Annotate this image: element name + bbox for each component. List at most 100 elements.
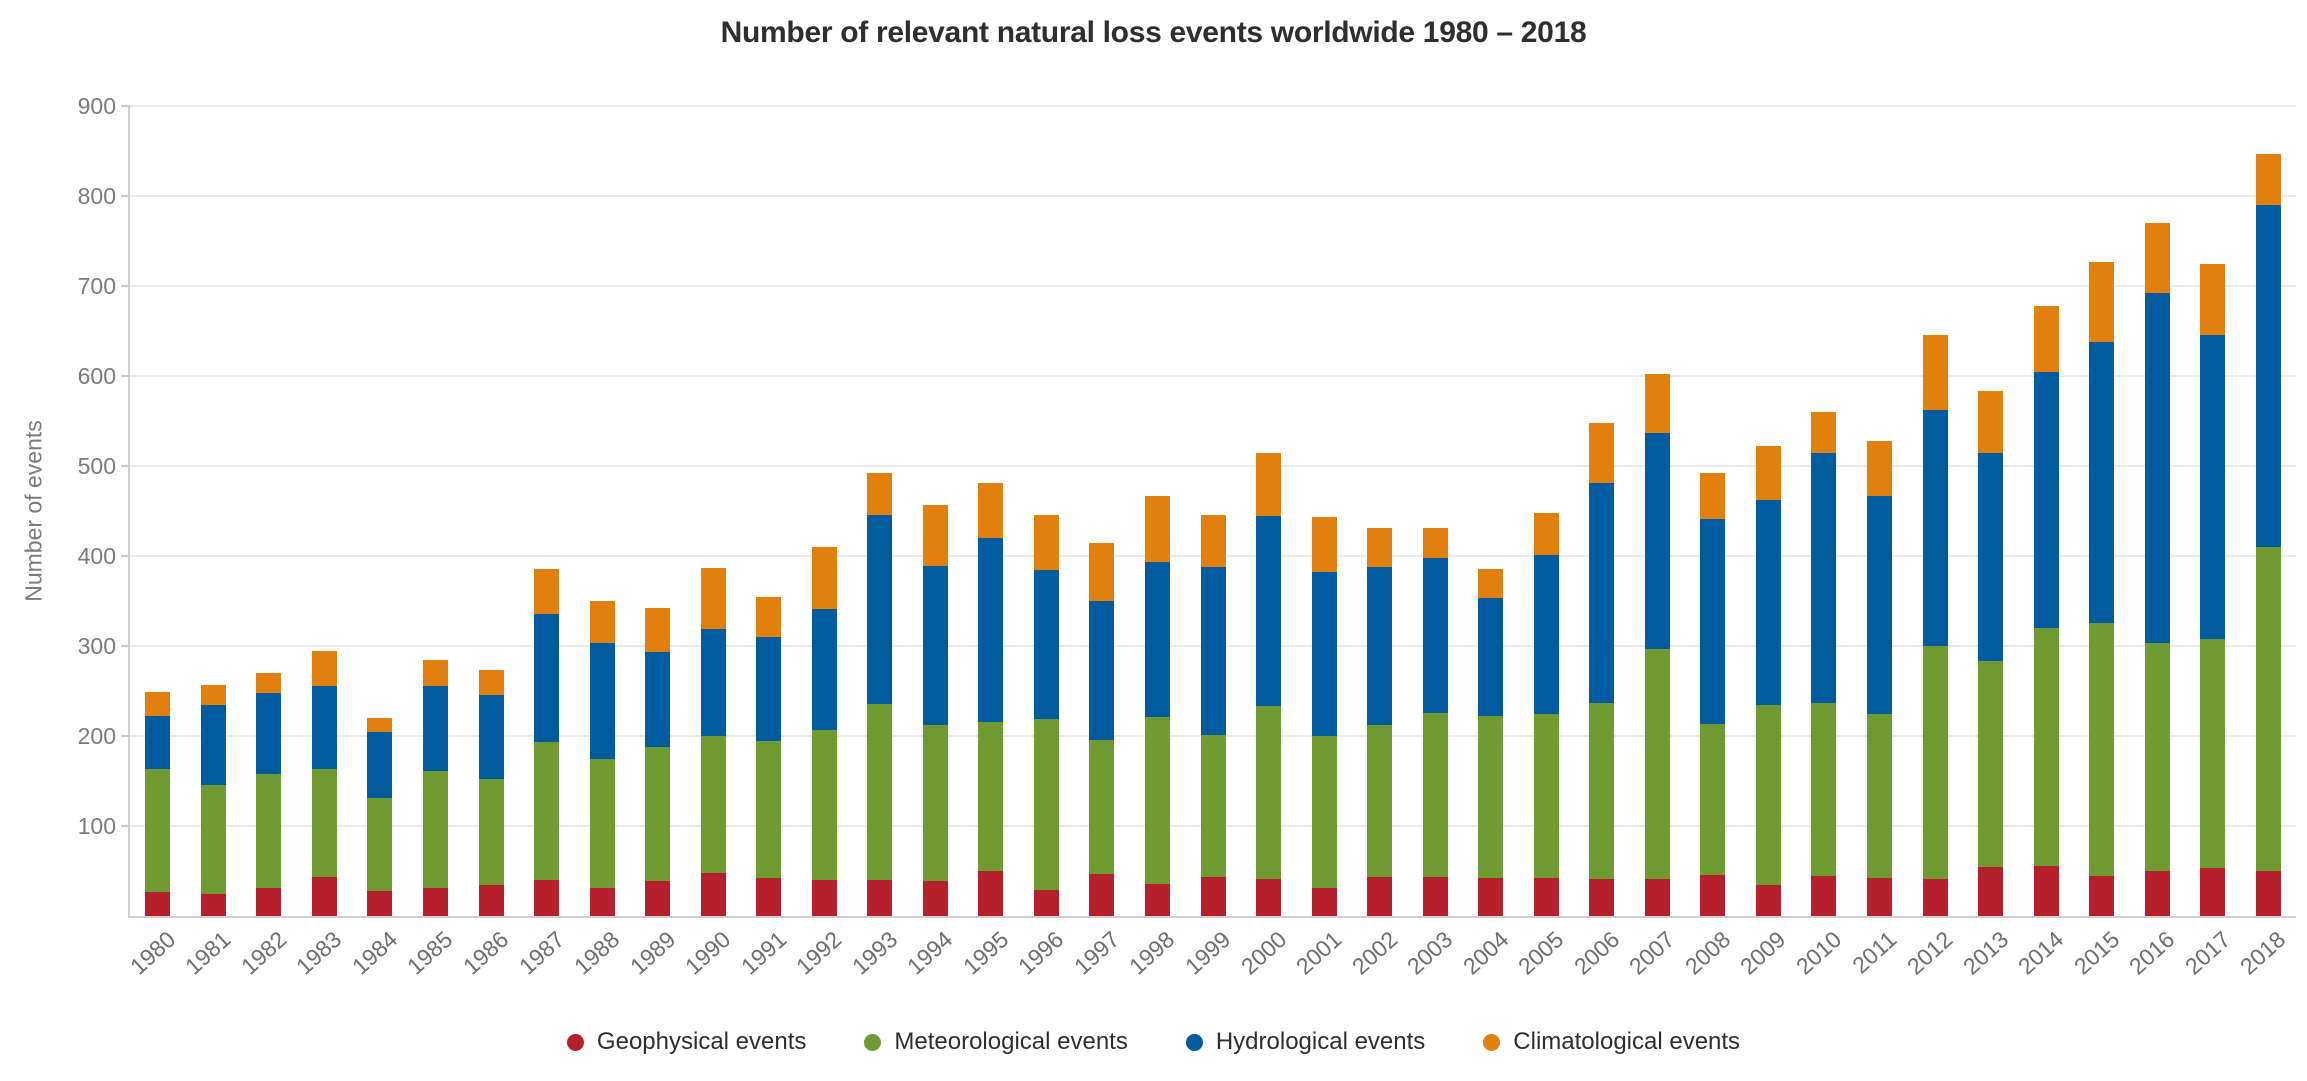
x-tick-label-1984: 1984 bbox=[346, 926, 403, 980]
segment-meteorological-1992 bbox=[811, 729, 837, 880]
y-tick-label-600: 600 bbox=[77, 363, 116, 389]
x-tick-label-1988: 1988 bbox=[569, 926, 625, 980]
segment-geophysical-1998 bbox=[1144, 883, 1170, 916]
segment-hydrological-1988 bbox=[589, 643, 615, 760]
x-tick-label-1993: 1993 bbox=[846, 926, 903, 980]
legend-label-geophysical: Geophysical events bbox=[596, 1028, 807, 1055]
segment-hydrological-1991 bbox=[756, 637, 782, 742]
bar-1989 bbox=[645, 608, 671, 916]
segment-geophysical-2008 bbox=[1700, 874, 1726, 916]
segment-geophysical-1988 bbox=[589, 888, 615, 916]
bar-2009 bbox=[1755, 446, 1781, 916]
segment-climatological-2011 bbox=[1866, 440, 1892, 496]
bar-2010 bbox=[1811, 412, 1837, 916]
segment-geophysical-2018 bbox=[2255, 871, 2281, 916]
segment-hydrological-2002 bbox=[1367, 566, 1393, 726]
segment-climatological-2010 bbox=[1811, 412, 1837, 453]
segment-climatological-1994 bbox=[922, 504, 948, 566]
x-tick-label-2004: 2004 bbox=[1457, 926, 1514, 980]
y-tick-label-800: 800 bbox=[77, 183, 116, 209]
segment-meteorological-1996 bbox=[1033, 718, 1059, 890]
x-tick-label-1999: 1999 bbox=[1179, 926, 1236, 980]
segment-geophysical-1994 bbox=[922, 880, 948, 916]
segment-geophysical-1995 bbox=[978, 871, 1004, 916]
segment-geophysical-1989 bbox=[645, 880, 671, 916]
segment-hydrological-2015 bbox=[2089, 341, 2115, 623]
bar-2017 bbox=[2200, 264, 2226, 916]
bar-2007 bbox=[1644, 374, 1670, 916]
segment-meteorological-2002 bbox=[1367, 725, 1393, 878]
segment-geophysical-2007 bbox=[1644, 879, 1670, 916]
bar-1985 bbox=[422, 660, 448, 916]
segment-climatological-2012 bbox=[1922, 334, 1948, 411]
segment-climatological-2016 bbox=[2144, 223, 2170, 294]
segment-geophysical-1985 bbox=[422, 888, 448, 916]
segment-hydrological-2013 bbox=[1978, 452, 2004, 662]
segment-meteorological-1988 bbox=[589, 759, 615, 889]
segment-climatological-2004 bbox=[1478, 568, 1504, 599]
segment-climatological-1987 bbox=[534, 568, 560, 614]
segment-geophysical-1980 bbox=[145, 891, 171, 916]
segment-geophysical-2000 bbox=[1256, 879, 1282, 916]
bar-2012 bbox=[1922, 334, 1948, 916]
x-tick-label-2013: 2013 bbox=[1957, 926, 2013, 980]
segment-climatological-2001 bbox=[1311, 517, 1337, 573]
segment-geophysical-1991 bbox=[756, 878, 782, 916]
segment-meteorological-1989 bbox=[645, 746, 671, 881]
legend-item-climatological: Climatological events bbox=[1483, 1028, 1740, 1056]
legend-label-climatological: Climatological events bbox=[1513, 1028, 1741, 1055]
x-tick-label-1983: 1983 bbox=[291, 926, 347, 980]
legend-item-hydrological: Hydrological events bbox=[1185, 1028, 1425, 1056]
chart-title: Number of relevant natural loss events w… bbox=[720, 16, 1587, 49]
segment-meteorological-1990 bbox=[700, 736, 726, 873]
segment-geophysical-2012 bbox=[1922, 879, 1948, 916]
y-tick-mark-200 bbox=[121, 735, 130, 737]
segment-meteorological-1983 bbox=[311, 769, 337, 878]
segment-meteorological-2013 bbox=[1978, 661, 2004, 868]
segment-geophysical-2002 bbox=[1367, 877, 1393, 916]
x-tick-label-2018: 2018 bbox=[2235, 926, 2291, 980]
segment-hydrological-2000 bbox=[1256, 515, 1282, 707]
bar-2018 bbox=[2255, 153, 2281, 916]
segment-climatological-1995 bbox=[978, 483, 1004, 539]
segment-meteorological-2010 bbox=[1811, 702, 1837, 877]
segment-geophysical-2011 bbox=[1866, 878, 1892, 916]
segment-geophysical-1996 bbox=[1033, 889, 1059, 916]
segment-meteorological-1982 bbox=[256, 773, 282, 889]
segment-meteorological-1981 bbox=[200, 784, 226, 894]
segment-meteorological-2014 bbox=[2033, 628, 2059, 866]
segment-meteorological-2000 bbox=[1256, 706, 1282, 880]
segment-climatological-1989 bbox=[645, 608, 671, 653]
segment-climatological-1998 bbox=[1144, 495, 1170, 563]
gridline-600 bbox=[130, 375, 2296, 377]
x-tick-label-1981: 1981 bbox=[180, 926, 236, 980]
segment-hydrological-2016 bbox=[2144, 293, 2170, 644]
segment-climatological-1999 bbox=[1200, 514, 1226, 567]
segment-geophysical-1999 bbox=[1200, 877, 1226, 916]
x-tick-label-2016: 2016 bbox=[2124, 926, 2180, 980]
gridline-500 bbox=[130, 465, 2296, 467]
y-tick-mark-800 bbox=[121, 195, 130, 197]
x-tick-label-2003: 2003 bbox=[1402, 926, 1458, 980]
bar-2000 bbox=[1256, 452, 1282, 916]
x-tick-label-1994: 1994 bbox=[902, 926, 958, 980]
segment-meteorological-2012 bbox=[1922, 646, 1948, 880]
segment-geophysical-2005 bbox=[1533, 878, 1559, 916]
segment-climatological-2007 bbox=[1644, 374, 1670, 433]
segment-hydrological-2009 bbox=[1755, 500, 1781, 706]
segment-geophysical-1982 bbox=[256, 888, 282, 916]
y-tick-label-100: 100 bbox=[77, 813, 116, 839]
bar-1992 bbox=[811, 547, 837, 916]
x-tick-label-1998: 1998 bbox=[1124, 926, 1180, 980]
bar-1998 bbox=[1144, 495, 1170, 916]
segment-climatological-2014 bbox=[2033, 305, 2059, 372]
segment-climatological-1982 bbox=[256, 673, 282, 693]
segment-climatological-2017 bbox=[2200, 264, 2226, 335]
segment-climatological-1984 bbox=[367, 718, 393, 733]
bar-2001 bbox=[1311, 517, 1337, 916]
legend: Geophysical events Meteorological events H… bbox=[0, 1028, 2307, 1056]
x-tick-label-1995: 1995 bbox=[957, 926, 1014, 980]
segment-hydrological-2003 bbox=[1422, 557, 1448, 713]
x-tick-label-1982: 1982 bbox=[235, 926, 292, 980]
x-tick-label-1986: 1986 bbox=[457, 926, 514, 980]
